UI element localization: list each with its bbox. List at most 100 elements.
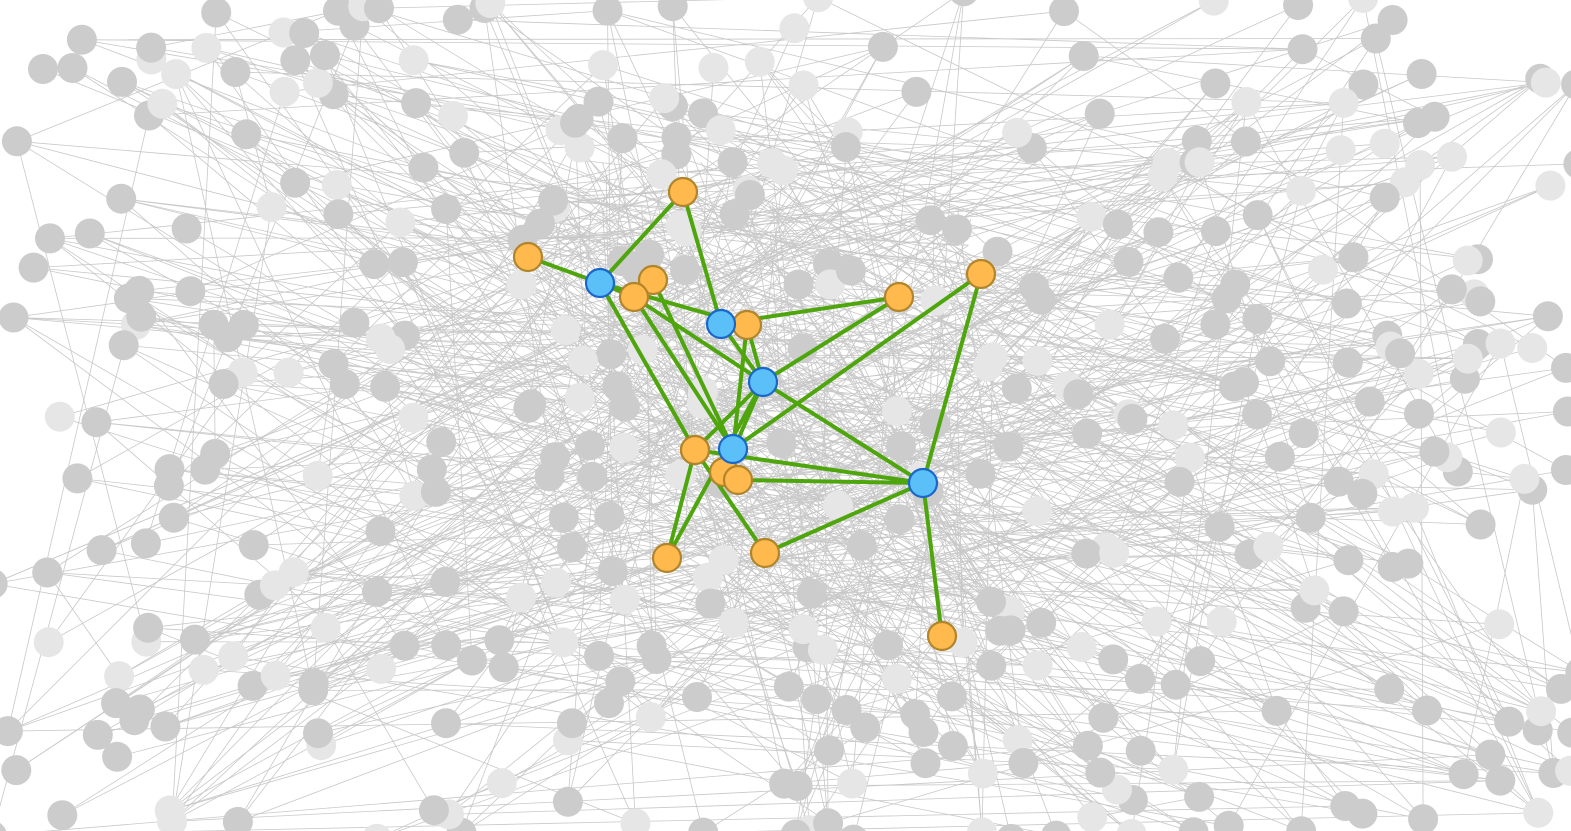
background-node[interactable]	[1283, 0, 1314, 20]
background-node[interactable]	[323, 0, 353, 26]
background-node[interactable]	[1437, 141, 1467, 172]
background-node[interactable]	[1088, 702, 1119, 733]
background-node[interactable]	[231, 119, 262, 150]
background-node[interactable]	[1085, 757, 1116, 788]
background-node[interactable]	[62, 463, 93, 494]
background-node[interactable]	[150, 711, 181, 742]
background-node[interactable]	[1113, 246, 1144, 277]
background-node[interactable]	[1526, 696, 1557, 727]
background-node[interactable]	[949, 0, 979, 7]
background-node[interactable]	[1377, 552, 1408, 582]
background-node[interactable]	[583, 86, 614, 117]
background-node[interactable]	[1077, 802, 1108, 831]
background-node[interactable]	[1002, 724, 1033, 755]
background-node[interactable]	[915, 205, 946, 236]
background-node[interactable]	[362, 576, 392, 607]
background-node[interactable]	[256, 192, 287, 223]
background-node[interactable]	[506, 269, 537, 300]
background-node[interactable]	[0, 302, 29, 333]
background-node[interactable]	[942, 214, 972, 245]
background-node[interactable]	[1555, 755, 1571, 786]
background-node[interactable]	[81, 407, 112, 438]
background-node[interactable]	[1485, 417, 1516, 448]
background-node[interactable]	[814, 735, 844, 766]
background-node[interactable]	[457, 645, 487, 676]
background-node[interactable]	[506, 582, 537, 613]
background-node[interactable]	[1198, 0, 1229, 16]
background-node[interactable]	[158, 502, 189, 533]
background-node[interactable]	[1348, 69, 1379, 100]
background-node[interactable]	[1211, 283, 1242, 314]
background-node[interactable]	[781, 819, 811, 831]
background-node[interactable]	[1412, 695, 1442, 726]
background-node[interactable]	[1452, 245, 1483, 276]
background-node[interactable]	[901, 76, 932, 107]
background-node[interactable]	[646, 159, 677, 190]
background-node[interactable]	[484, 625, 515, 656]
background-node[interactable]	[398, 45, 429, 76]
background-node[interactable]	[734, 180, 765, 210]
background-node[interactable]	[830, 132, 861, 163]
background-node[interactable]	[44, 401, 75, 432]
background-node[interactable]	[218, 641, 249, 672]
background-node[interactable]	[1125, 735, 1156, 766]
background-node[interactable]	[575, 430, 605, 461]
background-node[interactable]	[1485, 765, 1516, 796]
neighbor-node[interactable]	[512, 241, 544, 273]
background-node[interactable]	[157, 806, 188, 831]
background-node[interactable]	[635, 702, 666, 733]
background-node[interactable]	[1231, 87, 1262, 117]
background-node[interactable]	[220, 57, 251, 87]
background-node[interactable]	[993, 431, 1024, 462]
background-node[interactable]	[430, 566, 461, 597]
background-node[interactable]	[1348, 0, 1378, 13]
background-node[interactable]	[972, 351, 1003, 382]
background-node[interactable]	[1072, 730, 1103, 761]
background-node[interactable]	[594, 501, 625, 532]
background-node[interactable]	[475, 0, 506, 18]
background-node[interactable]	[1552, 396, 1571, 427]
background-node[interactable]	[965, 458, 996, 489]
background-node[interactable]	[303, 718, 333, 749]
background-node[interactable]	[370, 371, 401, 402]
background-node[interactable]	[534, 461, 565, 492]
background-node[interactable]	[584, 640, 614, 671]
background-node[interactable]	[717, 147, 748, 178]
background-node[interactable]	[609, 432, 640, 463]
background-node[interactable]	[359, 249, 390, 280]
background-node[interactable]	[1288, 418, 1319, 449]
background-node[interactable]	[237, 670, 268, 701]
background-node[interactable]	[302, 67, 333, 98]
background-node[interactable]	[550, 315, 581, 346]
background-node[interactable]	[1150, 323, 1180, 354]
background-node[interactable]	[1022, 650, 1053, 681]
background-node[interactable]	[779, 13, 810, 44]
background-node[interactable]	[0, 569, 8, 599]
background-node[interactable]	[106, 183, 137, 214]
background-node[interactable]	[201, 0, 232, 28]
background-node[interactable]	[1200, 309, 1231, 340]
background-node[interactable]	[18, 252, 49, 283]
background-node[interactable]	[867, 31, 898, 62]
background-node[interactable]	[1, 126, 32, 157]
background-node[interactable]	[1066, 632, 1097, 662]
background-node[interactable]	[449, 137, 480, 168]
background-node[interactable]	[260, 660, 291, 691]
background-node[interactable]	[136, 32, 167, 63]
background-node[interactable]	[705, 115, 736, 146]
background-node[interactable]	[1325, 135, 1356, 166]
background-node[interactable]	[1022, 345, 1053, 376]
background-node[interactable]	[408, 152, 439, 183]
background-node[interactable]	[609, 584, 640, 615]
background-node[interactable]	[936, 681, 967, 712]
background-node[interactable]	[188, 654, 219, 685]
background-node[interactable]	[620, 808, 651, 831]
background-node[interactable]	[1532, 301, 1563, 332]
background-node[interactable]	[982, 236, 1013, 267]
background-node[interactable]	[881, 663, 912, 694]
background-node[interactable]	[1125, 663, 1155, 694]
background-node[interactable]	[831, 695, 862, 725]
background-node[interactable]	[1377, 496, 1408, 527]
background-node[interactable]	[801, 684, 832, 715]
background-node[interactable]	[366, 653, 397, 684]
